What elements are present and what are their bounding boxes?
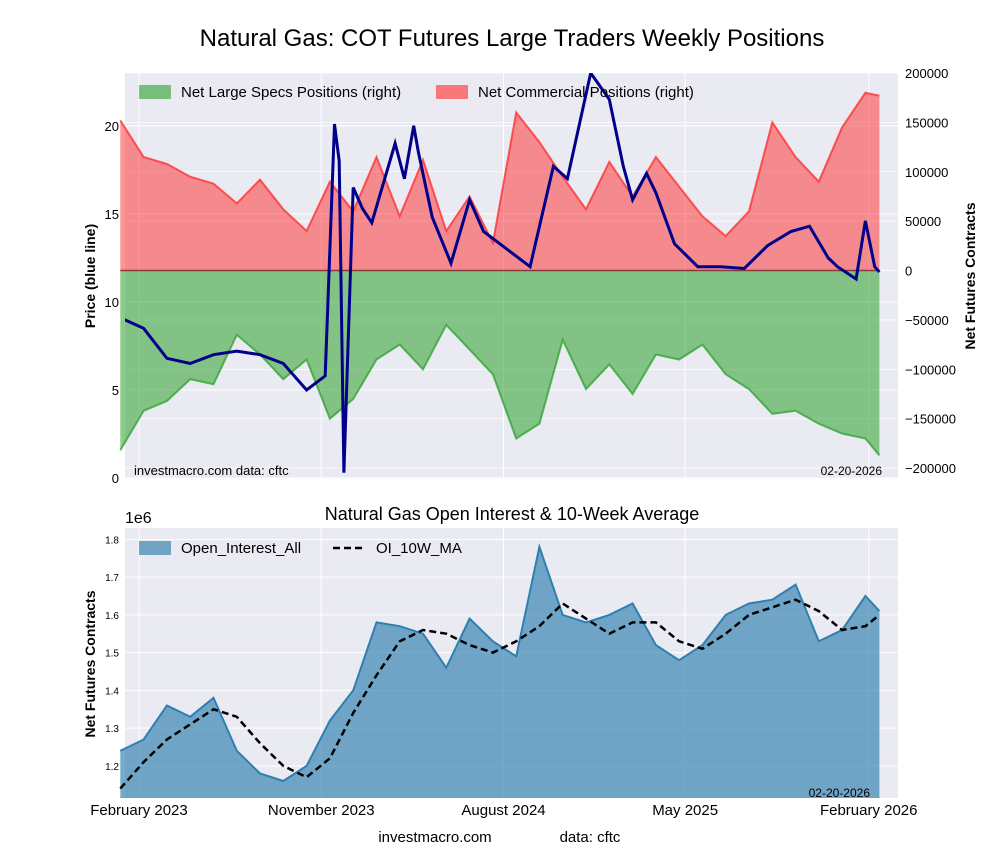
legend-swatch-open-interest <box>139 541 171 555</box>
date-axis-ticks: February 2023 November 2023 August 2024 May… <box>90 802 917 819</box>
date-tick-3: May 2025 <box>652 802 718 819</box>
positions-footer-left: investmacro.com data: cftc <box>134 463 289 478</box>
legend-swatch-commercial <box>436 85 468 99</box>
contracts-tick-4: 0 <box>905 264 912 279</box>
price-tick-0: 0 <box>112 471 119 486</box>
open-interest-legend: Open_Interest_All OI_10W_MA <box>139 540 462 557</box>
price-axis-ticks: 0 5 10 15 20 <box>105 119 119 486</box>
specs-line <box>119 323 881 456</box>
open-interest-series <box>119 543 881 798</box>
price-line <box>125 73 881 473</box>
commercial-area <box>120 92 880 271</box>
oi-tick-3: 1.5 <box>105 649 119 660</box>
price-tick-4: 20 <box>105 119 119 134</box>
contracts-tick-7: 150000 <box>905 115 948 130</box>
date-tick-0: February 2023 <box>90 802 188 819</box>
contracts-tick-2: −100000 <box>905 362 956 377</box>
date-tick-4: February 2026 <box>820 802 918 819</box>
price-tick-3: 15 <box>105 207 119 222</box>
contracts-axis-ticks: −200000 −150000 −100000 −50000 0 50000 100000 1… <box>905 66 956 476</box>
open-interest-line <box>119 543 881 783</box>
footer-site: investmacro.com <box>378 829 491 846</box>
contracts-tick-0: −200000 <box>905 461 956 476</box>
contracts-axis-label: Net Futures Contracts <box>962 202 978 349</box>
positions-panel: 0 5 10 15 20 −200000 −150000 −100000 −50000 0 500… <box>82 66 978 486</box>
contracts-tick-6: 100000 <box>905 165 948 180</box>
figure-title: Natural Gas: COT Futures Large Traders W… <box>200 25 825 52</box>
price-tick-2: 10 <box>105 295 119 310</box>
specs-area <box>120 270 880 456</box>
legend-swatch-specs <box>139 85 171 99</box>
oi-tick-0: 1.2 <box>105 762 119 773</box>
legend-label-moving-average: OI_10W_MA <box>376 540 462 557</box>
open-interest-axis-label: Net Futures Contracts <box>82 590 98 737</box>
contracts-tick-8: 200000 <box>905 66 948 81</box>
date-tick-1: November 2023 <box>268 802 375 819</box>
oi-tick-2: 1.4 <box>105 686 119 697</box>
commercial-line <box>119 91 880 247</box>
price-axis-label: Price (blue line) <box>82 224 98 328</box>
open-interest-area <box>120 546 880 798</box>
open-interest-panel: Natural Gas Open Interest & 10-Week Aver… <box>82 504 918 819</box>
contracts-tick-5: 50000 <box>905 214 941 229</box>
price-tick-1: 5 <box>112 383 119 398</box>
legend-label-open-interest: Open_Interest_All <box>181 540 301 557</box>
oi-tick-4: 1.6 <box>105 611 119 622</box>
contracts-tick-3: −50000 <box>905 313 949 328</box>
positions-legend: Net Large Specs Positions (right) Net Co… <box>139 84 694 101</box>
date-tick-2: August 2024 <box>461 802 545 819</box>
legend-label-commercial: Net Commercial Positions (right) <box>478 84 694 101</box>
open-interest-multiplier: 1e6 <box>125 510 152 527</box>
legend-label-specs: Net Large Specs Positions (right) <box>181 84 401 101</box>
contracts-tick-1: −150000 <box>905 412 956 427</box>
footer-source: data: cftc <box>560 829 621 846</box>
oi-tick-6: 1.8 <box>105 535 119 546</box>
positions-series <box>119 73 881 473</box>
oi-tick-5: 1.7 <box>105 573 119 584</box>
open-interest-footer-date: 02-20-2026 <box>809 786 871 800</box>
open-interest-axis-ticks: 1.2 1.3 1.4 1.5 1.6 1.7 1.8 <box>105 535 119 773</box>
open-interest-title: Natural Gas Open Interest & 10-Week Aver… <box>325 504 700 524</box>
oi-tick-1: 1.3 <box>105 724 119 735</box>
positions-footer-date: 02-20-2026 <box>821 464 883 478</box>
moving-average-line <box>119 598 881 790</box>
